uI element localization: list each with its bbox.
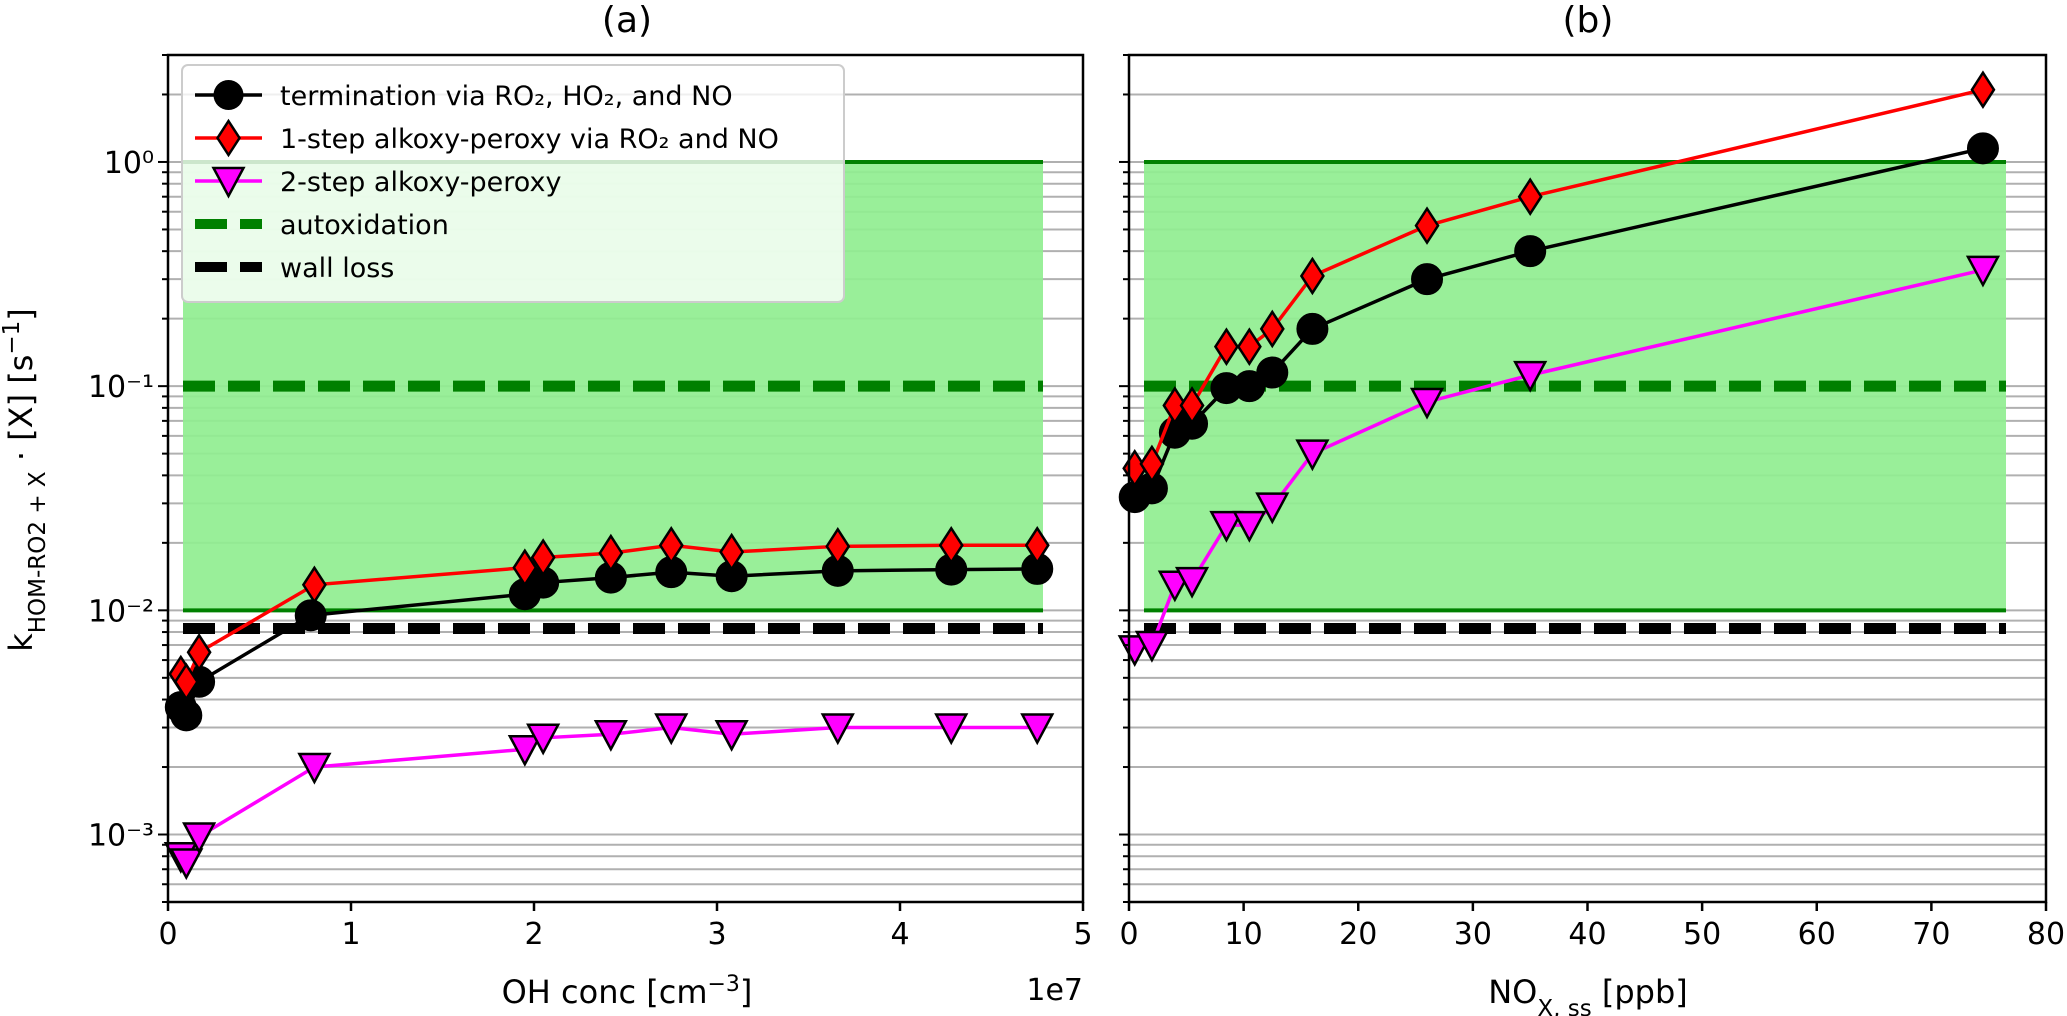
x-tick-label: 1 (341, 917, 360, 952)
panel-a: 0 1 2 3 4 5 10⁻³ 10⁻² 10⁻¹ 10⁰ (a) OH conc [cm−3]… (0, 0, 1093, 1011)
data-point (169, 848, 204, 881)
data-point (526, 723, 561, 756)
panel-b: 0 10 20 30 40 50 60 70 80 (b) NOX, ss [ppb] (1117, 0, 2065, 1016)
y-tick-label: 10⁻³ (88, 819, 154, 854)
legend-label: 1-step alkoxy-peroxy via RO₂ and NO (280, 124, 779, 155)
data-point (1970, 70, 1996, 110)
data-point (714, 720, 749, 752)
data-point (173, 662, 199, 702)
x-tick-label: 70 (1912, 917, 1950, 952)
data-point (1139, 444, 1165, 484)
x-tick-label: 5 (1073, 917, 1092, 952)
panel-a-title: (a) (602, 0, 652, 41)
data-point (1179, 386, 1205, 425)
panel-a-ticks: 0 1 2 3 4 5 10⁻³ 10⁻² 10⁻¹ 10⁰ (88, 54, 1093, 952)
panel-b-x-axis-label: NOX, ss [ppb] (1488, 973, 1688, 1016)
panel-a-series (163, 526, 1055, 881)
panel-a-reference-lines (183, 380, 1043, 634)
data-point (1514, 235, 1547, 268)
data-point (1414, 206, 1440, 245)
panel-b-title: (b) (1563, 0, 1614, 41)
data-point (598, 533, 624, 573)
legend-marker (211, 166, 246, 199)
data-point (1411, 263, 1444, 296)
data-point (1162, 386, 1188, 425)
data-point (301, 565, 327, 605)
panel-a-y-axis-label: kHOM-RO2 + X · [X] [s−1] (0, 308, 51, 652)
data-point (1020, 713, 1055, 746)
data-point (507, 735, 542, 767)
data-point (1299, 256, 1325, 296)
data-point (1295, 439, 1330, 472)
panel-a-frame (166, 53, 1085, 904)
data-point (1517, 177, 1543, 216)
x-tick-label: 60 (1798, 917, 1836, 952)
data-point (1259, 309, 1285, 349)
panel-b-series (1117, 70, 2001, 667)
legend-label: 2-step alkoxy-peroxy (280, 167, 561, 198)
data-point (1255, 492, 1290, 525)
data-point (530, 538, 556, 577)
x-tick-label: 3 (707, 917, 726, 952)
data-point (719, 532, 745, 572)
data-point (182, 822, 217, 855)
data-point (1232, 510, 1267, 543)
data-point (1213, 327, 1239, 366)
legend-box (181, 64, 845, 303)
y-tick-label: 10⁰ (104, 146, 154, 181)
data-point (294, 599, 327, 632)
legend-marker (213, 80, 244, 110)
data-point (934, 713, 969, 746)
data-point (1256, 356, 1289, 389)
panel-a-x-axis-label: OH conc [cm−3] (502, 972, 753, 1012)
data-point (1296, 312, 1329, 345)
legend-label: autoxidation (280, 210, 449, 241)
x-tick-label: 4 (890, 917, 909, 952)
x-tick-label: 50 (1683, 917, 1721, 952)
data-point (1174, 566, 1210, 599)
data-point (186, 632, 212, 672)
legend-marker (216, 118, 241, 158)
x-tick-label: 0 (158, 917, 177, 952)
x-tick-label: 20 (1339, 917, 1377, 952)
x-tick-label: 10 (1225, 917, 1263, 952)
data-point (170, 699, 203, 732)
data-point (1513, 360, 1548, 393)
x-tick-label: 0 (1119, 917, 1138, 952)
data-point (825, 527, 851, 566)
data-point (938, 526, 964, 565)
data-point (593, 720, 628, 752)
panel-a-x-offset-label: 1e7 (1026, 973, 1083, 1008)
data-point (654, 713, 689, 746)
data-point (1409, 387, 1445, 420)
panel-b-ticks: 0 10 20 30 40 50 60 70 80 (1119, 54, 2065, 952)
x-tick-label: 2 (524, 917, 543, 952)
x-tick-label: 30 (1454, 917, 1492, 952)
y-tick-label: 10⁻¹ (88, 370, 154, 405)
data-point (1134, 630, 1170, 663)
legend-label: wall loss (280, 253, 394, 284)
legend-label: termination via RO₂, HO₂, and NO (280, 81, 733, 112)
data-point (1966, 132, 1999, 165)
y-tick-label: 10⁻² (88, 594, 154, 629)
data-point (1965, 255, 2001, 288)
data-point (1236, 327, 1262, 366)
axes-frame (166, 53, 1085, 904)
data-point (820, 713, 855, 746)
x-tick-label: 80 (2027, 917, 2065, 952)
data-point (1024, 526, 1050, 565)
data-point (297, 752, 332, 785)
data-point (658, 526, 684, 565)
panel-b-reference-lines (1144, 380, 2006, 634)
legend: termination via RO₂, HO₂, and NO 1-step a… (181, 64, 845, 303)
x-tick-label: 40 (1568, 917, 1606, 952)
data-point (512, 548, 538, 587)
data-point (1209, 510, 1244, 543)
